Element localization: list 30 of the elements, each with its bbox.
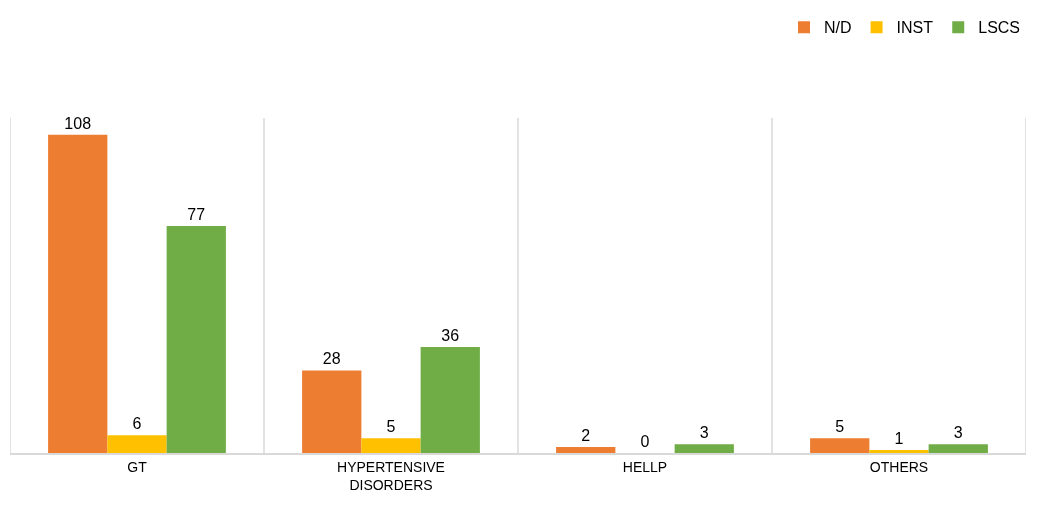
legend-label: INST xyxy=(896,19,934,37)
bar xyxy=(48,134,108,453)
data-label: 1 xyxy=(894,430,904,448)
legend-label: N/D xyxy=(824,19,852,37)
data-label: 2 xyxy=(581,427,591,445)
data-label: 3 xyxy=(699,424,709,442)
bar xyxy=(107,435,167,453)
bar xyxy=(928,444,988,453)
data-label: 28 xyxy=(322,350,341,368)
bar xyxy=(302,370,362,453)
data-label: 3 xyxy=(953,424,963,442)
bar xyxy=(556,447,616,453)
bar xyxy=(869,450,929,453)
x-tick-label: OTHERS xyxy=(869,458,929,475)
data-label: 0 xyxy=(640,433,650,450)
data-label: 108 xyxy=(64,114,92,132)
bar xyxy=(361,438,421,453)
data-label: 5 xyxy=(386,418,396,436)
bar xyxy=(166,226,226,453)
x-tick-label: HYPERTENSIVE DISORDERS xyxy=(337,458,445,493)
bar xyxy=(674,444,734,453)
data-label: 36 xyxy=(441,326,460,344)
bar xyxy=(420,346,480,453)
legend-label: LSCS xyxy=(978,19,1021,37)
x-tick-label: GT xyxy=(127,458,148,475)
x-tick-label: HELLP xyxy=(622,458,668,475)
data-label: 77 xyxy=(187,206,206,224)
bar xyxy=(810,438,870,453)
data-label: 6 xyxy=(132,415,142,433)
data-label: 5 xyxy=(835,418,845,436)
